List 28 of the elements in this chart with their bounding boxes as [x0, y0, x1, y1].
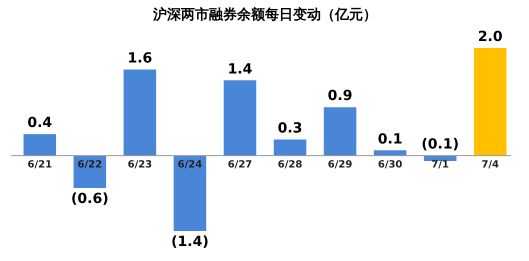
- x-tick-label: 7/4: [481, 160, 500, 171]
- bar: [474, 48, 506, 156]
- x-tick-label: 6/24: [178, 160, 202, 171]
- data-label: 0.9: [328, 88, 352, 104]
- chart-title: 沪深两市融券余额每日变动（亿元）: [152, 6, 377, 23]
- data-label: (0.1): [421, 136, 459, 153]
- x-tick-label: 6/22: [78, 160, 102, 171]
- x-tick-label: 6/21: [28, 160, 52, 171]
- x-tick-label: 6/23: [128, 160, 152, 171]
- data-label: 0.4: [27, 115, 52, 132]
- x-tick-label: 6/30: [378, 160, 402, 171]
- data-label: 2.0: [478, 28, 503, 45]
- data-label: 0.3: [278, 120, 302, 136]
- x-tick-label: 7/1: [431, 160, 449, 171]
- data-label: 1.6: [127, 50, 152, 67]
- bar: [224, 80, 256, 156]
- bar: [174, 156, 206, 232]
- bar: [24, 134, 56, 156]
- x-tick-label: 6/28: [278, 160, 302, 171]
- data-label: (0.6): [71, 190, 109, 207]
- bar: [124, 70, 156, 156]
- data-label: (1.4): [171, 234, 209, 250]
- data-label: 1.4: [228, 61, 253, 78]
- bar: [274, 140, 306, 156]
- x-tick-label: 6/27: [228, 160, 252, 171]
- data-label: 0.1: [378, 131, 403, 148]
- x-tick-label: 6/29: [328, 160, 352, 171]
- bar: [324, 107, 356, 156]
